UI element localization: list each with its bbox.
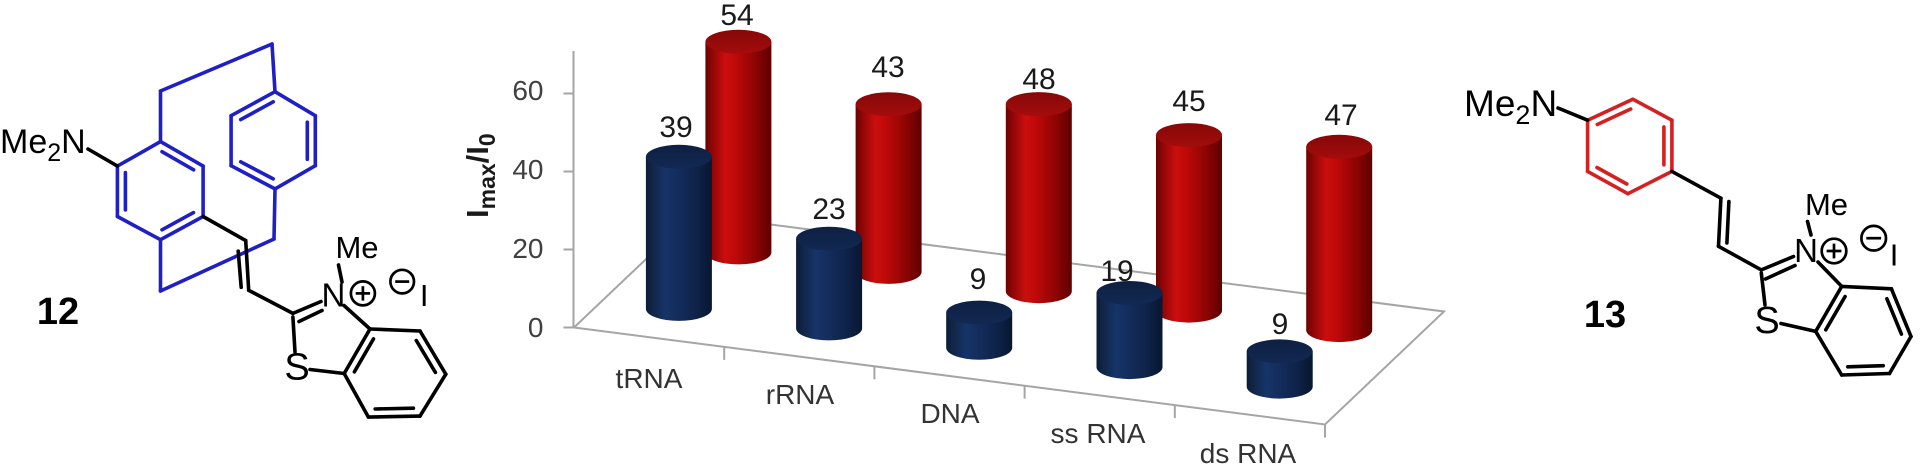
svg-text:20: 20 — [512, 233, 543, 264]
svg-text:43: 43 — [871, 51, 904, 84]
svg-text:Me2N: Me2N — [1464, 83, 1557, 130]
svg-text:47: 47 — [1324, 99, 1357, 132]
svg-text:S: S — [284, 347, 309, 389]
svg-text:19: 19 — [1100, 255, 1133, 288]
svg-text:Me: Me — [1805, 187, 1848, 222]
svg-text:60: 60 — [512, 75, 543, 106]
svg-text:54: 54 — [720, 0, 753, 32]
svg-text:48: 48 — [1022, 63, 1055, 96]
svg-text:N: N — [321, 277, 345, 314]
svg-text:S: S — [1754, 300, 1779, 342]
svg-text:rRNA: rRNA — [766, 379, 835, 410]
svg-text:I: I — [420, 278, 429, 313]
svg-text:40: 40 — [512, 154, 543, 185]
svg-text:39: 39 — [659, 111, 692, 144]
svg-text:ss RNA: ss RNA — [1051, 418, 1146, 449]
svg-text:DNA: DNA — [920, 398, 979, 429]
svg-text:N: N — [1794, 232, 1818, 269]
svg-text:ds RNA: ds RNA — [1200, 438, 1297, 465]
svg-text:I: I — [1890, 238, 1899, 273]
svg-text:Me2N: Me2N — [0, 123, 86, 167]
svg-text:13: 13 — [1584, 294, 1626, 336]
svg-text:23: 23 — [812, 193, 845, 226]
svg-text:tRNA: tRNA — [616, 363, 683, 394]
svg-text:45: 45 — [1172, 85, 1205, 118]
svg-text:Me: Me — [335, 230, 378, 265]
svg-text:9: 9 — [970, 263, 987, 296]
svg-text:12: 12 — [37, 291, 79, 333]
svg-text:9: 9 — [1272, 308, 1289, 341]
svg-text:0: 0 — [528, 312, 544, 343]
